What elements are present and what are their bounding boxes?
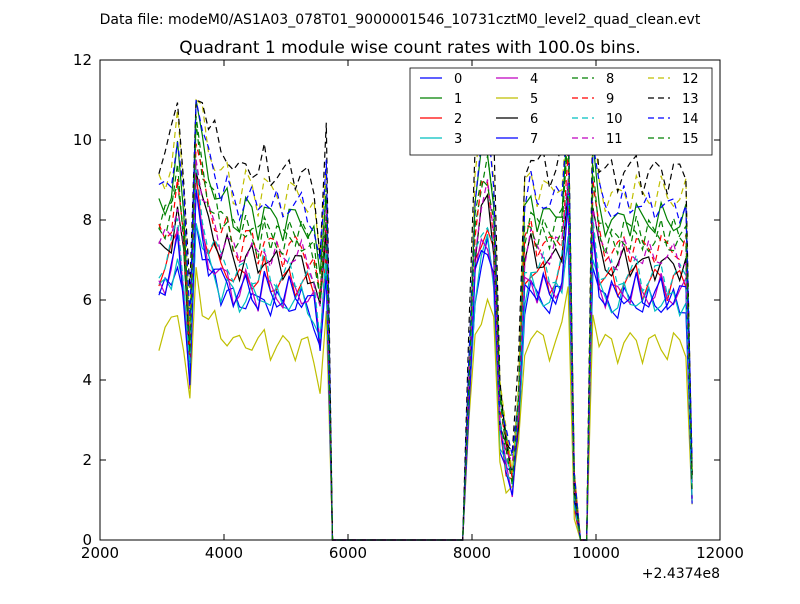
legend-label-9: 9 [606,92,614,107]
y-tick-label: 4 [82,371,92,389]
series-line-12 [158,98,693,541]
series-line-15 [158,116,693,541]
legend-label-1: 1 [454,92,462,107]
x-axis: 2000 4000 6000 8000 10000 12000 [81,60,744,562]
x-tick-label: 4000 [205,544,243,562]
x-tick-label: 8000 [453,544,491,562]
y-tick-label: 0 [82,531,92,549]
legend-label-7: 7 [530,132,538,147]
y-tick-label: 6 [82,291,92,309]
series-line-14 [158,99,693,541]
series-line-13 [158,99,693,541]
x-tick-label: 6000 [329,544,367,562]
legend-label-3: 3 [454,132,462,147]
x-tick-label: 12000 [696,544,744,562]
legend-box [409,67,713,156]
series-line-5 [158,267,693,541]
legend-label-15: 15 [682,132,699,147]
y-tick-label: 10 [73,131,92,149]
chart-suptitle: Data file: modeM0/AS1A03_078T01_90000015… [100,12,701,28]
legend-label-14: 14 [682,112,699,127]
legend-label-0: 0 [454,72,462,87]
series-layer [158,98,693,541]
x-tick-label: 10000 [572,544,620,562]
x-offset-label: +2.4374e8 [642,566,720,582]
y-tick-label: 12 [73,51,92,69]
legend-label-6: 6 [530,112,538,127]
y-tick-label: 8 [82,211,92,229]
legend-label-12: 12 [682,72,699,87]
series-line-1 [158,99,693,541]
series-line-11 [158,159,693,541]
legend-label-13: 13 [682,92,699,107]
series-line-6 [158,172,693,541]
series-line-4 [158,190,693,541]
legend-label-5: 5 [530,92,538,107]
legend-label-2: 2 [454,112,462,127]
y-tick-label: 2 [82,451,92,469]
legend-label-10: 10 [606,112,623,127]
series-line-2 [158,171,693,541]
series-line-7 [158,189,693,541]
series-line-10 [158,161,693,541]
legend-label-8: 8 [606,72,614,87]
x-tick-label: 2000 [81,544,119,562]
legend-label-11: 11 [606,132,623,147]
chart-title: Quadrant 1 module wise count rates with … [179,38,640,58]
series-line-8 [158,122,693,541]
legend-label-4: 4 [530,72,538,87]
